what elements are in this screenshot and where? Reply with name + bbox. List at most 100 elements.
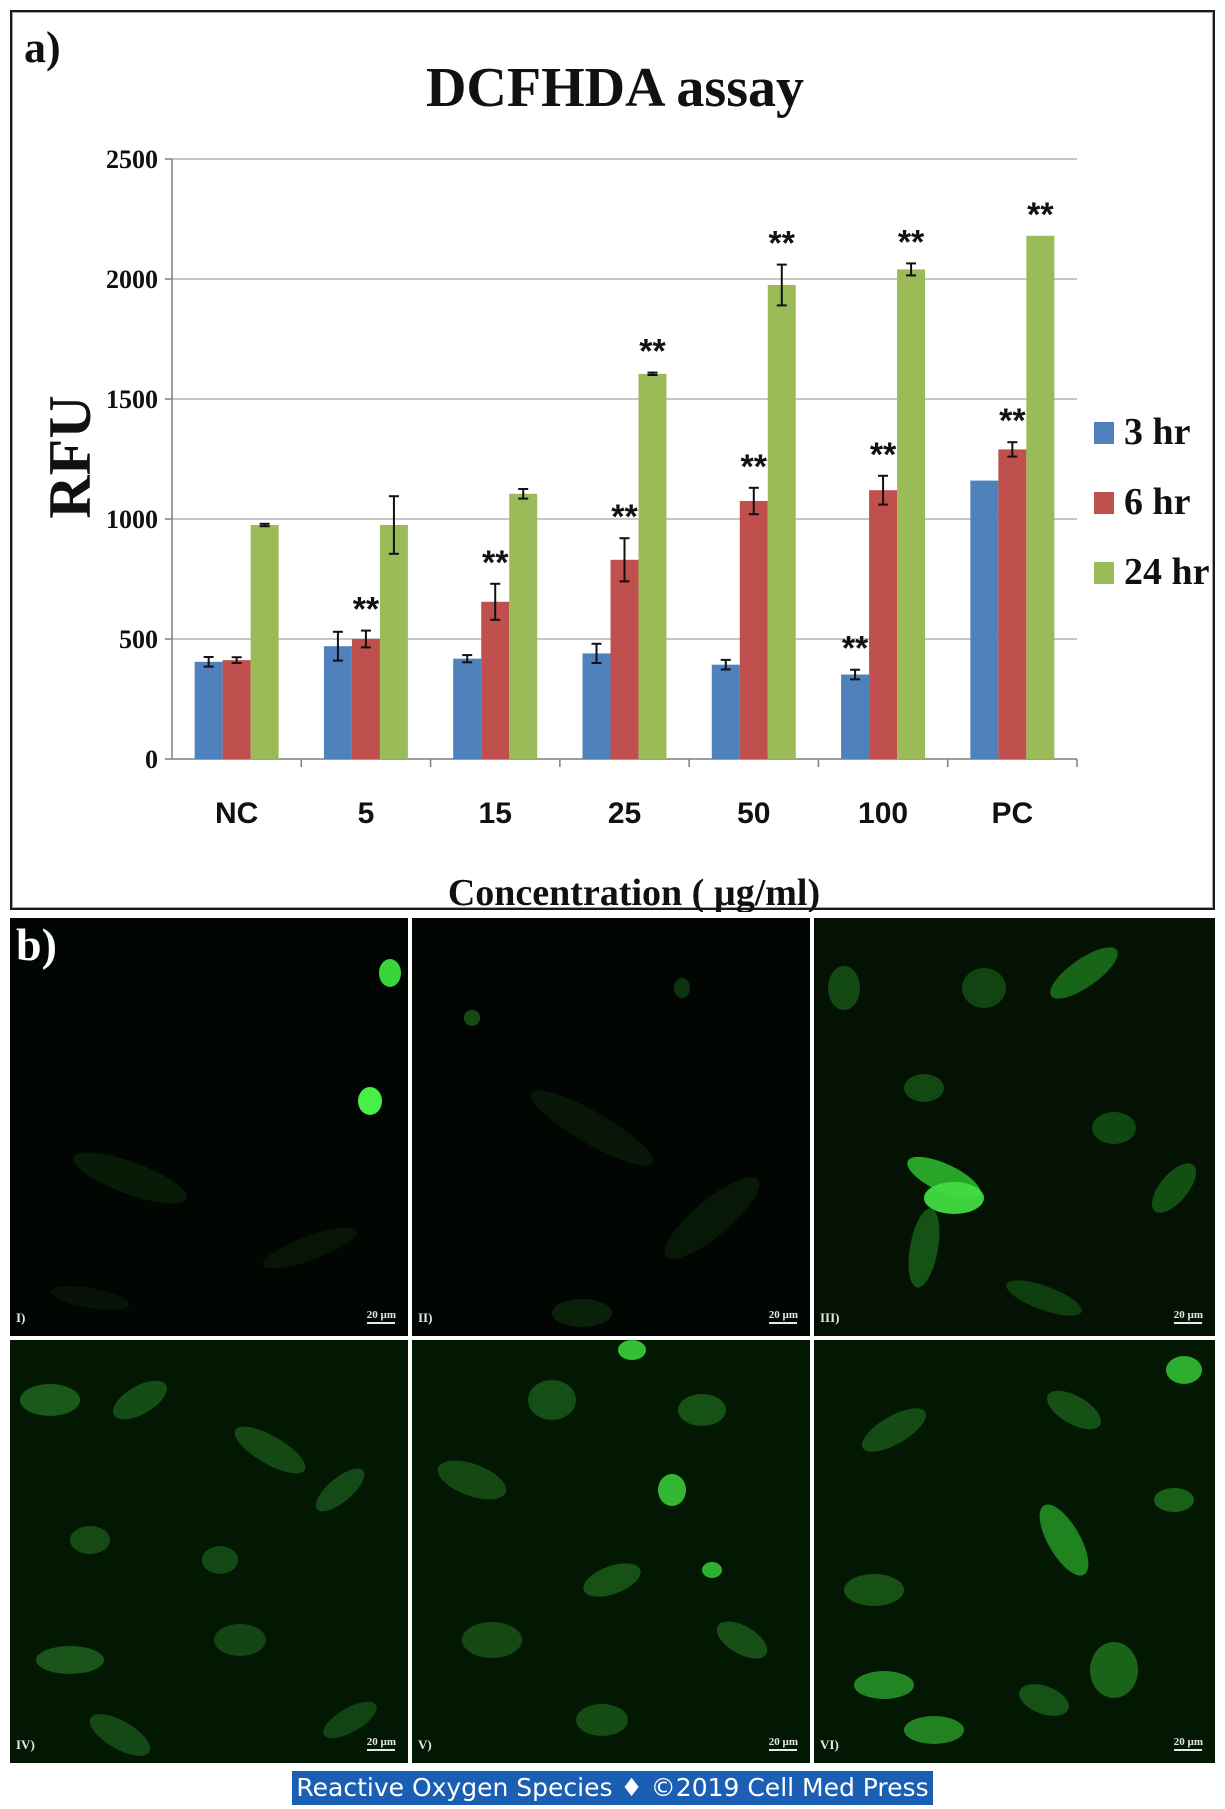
micrograph-label: II) — [418, 1310, 433, 1325]
significance-marker: ** — [611, 498, 638, 536]
fluorescent-cell — [674, 978, 690, 998]
fluorescent-cell — [924, 1182, 984, 1214]
legend-swatch — [1094, 562, 1114, 584]
y-tick-label: 0 — [145, 745, 158, 774]
scale-bar-text: 20 µm — [768, 1736, 798, 1748]
fluorescent-cell — [1019, 1684, 1069, 1716]
significance-marker: ** — [482, 544, 509, 582]
fluorescent-cell — [1166, 1356, 1202, 1384]
significance-marker: ** — [639, 333, 666, 371]
x-tick-label: PC — [992, 797, 1034, 830]
fluorescent-cell — [1050, 947, 1118, 999]
fluorescent-cell — [678, 1394, 726, 1426]
significance-marker: ** — [1027, 196, 1054, 234]
fluorescent-cell — [113, 1380, 167, 1420]
bar-24hr-5 — [379, 525, 408, 759]
bar-6hr-15 — [481, 601, 510, 759]
x-tick-label: 50 — [737, 797, 770, 830]
significance-marker: ** — [842, 630, 869, 668]
chart-title: DCFHDA assay — [426, 57, 804, 119]
panel-b-label: b) — [16, 919, 57, 970]
bar-6hr-100 — [869, 490, 898, 759]
significance-marker: ** — [769, 225, 796, 263]
scale-bar-text: 20 µm — [768, 1309, 798, 1321]
fluorescent-cell — [437, 1460, 507, 1500]
y-axis-label: RFU — [37, 395, 103, 518]
bar-3hr-100 — [841, 674, 870, 759]
scale-bar: 20 µm — [366, 1309, 396, 1324]
micrograph-5: V) 20 µm — [412, 1340, 810, 1763]
fluorescent-cell — [862, 1408, 926, 1452]
bar-3hr-NC — [194, 661, 223, 759]
fluorescent-cell — [618, 1340, 646, 1360]
bar-24hr-NC — [250, 525, 279, 759]
fluorescent-cell — [464, 1010, 480, 1026]
micrograph-3: III) 20 µm — [814, 918, 1215, 1336]
scale-bar-text: 20 µm — [1173, 1736, 1203, 1748]
fluorescent-cell — [1154, 1488, 1194, 1512]
significance-marker: ** — [353, 591, 380, 629]
micrograph-6: VI) 20 µm — [814, 1340, 1215, 1763]
micrograph-6-image — [814, 1340, 1215, 1763]
micrograph-2: II) 20 µm — [412, 918, 810, 1336]
fluorescent-cell — [828, 966, 860, 1010]
bar-6hr-50 — [739, 501, 768, 759]
micrograph-4: IV) 20 µm — [10, 1340, 408, 1763]
panel-b: I) 20 µm II) 20 µm III) 20 µm IV) 20 µm … — [10, 918, 1215, 1763]
fluorescent-cell — [528, 1380, 576, 1420]
bar-6hr-25 — [610, 559, 639, 759]
copyright-banner: Reactive Oxygen Species ♦ ©2019 Cell Med… — [292, 1771, 933, 1805]
panel-a-label: a) — [24, 23, 61, 72]
fluorescent-cell — [844, 1574, 904, 1606]
micrograph-background — [814, 1340, 1215, 1763]
fluorescent-cell — [1039, 1504, 1089, 1576]
fluorescent-cell — [702, 1562, 722, 1578]
scale-bar-text: 20 µm — [366, 1309, 396, 1321]
scale-bar: 20 µm — [768, 1736, 798, 1751]
micrograph-5-image — [412, 1340, 810, 1763]
scale-bar-text: 20 µm — [366, 1736, 396, 1748]
significance-marker: ** — [898, 223, 925, 261]
bar-3hr-5 — [323, 646, 352, 759]
x-tick-label: NC — [215, 797, 258, 830]
fluorescent-cell — [716, 1621, 768, 1659]
bar-24hr-50 — [767, 285, 796, 759]
fluorescent-cell — [358, 1087, 382, 1115]
fluorescent-cell — [73, 1152, 187, 1204]
micrograph-3-image — [814, 918, 1215, 1336]
bar-3hr-25 — [582, 653, 611, 759]
fluorescent-cell — [583, 1563, 641, 1597]
scale-bar-text: 20 µm — [1173, 1309, 1203, 1321]
panel-a: a) DCFHDA assay 0 500 1000 1500 2000 2500 RFU NC 5… — [10, 10, 1215, 912]
fluorescent-cell — [1047, 1390, 1101, 1430]
fluorescent-cell — [664, 1177, 760, 1259]
dcfhda-bar-chart: a) DCFHDA assay 0 500 1000 1500 2000 2500 RFU NC 5… — [24, 23, 1210, 912]
bar-24hr-15 — [509, 493, 538, 759]
micrograph-label: III) — [820, 1310, 840, 1325]
fluorescent-cell — [1090, 1642, 1138, 1698]
x-tick-label: 15 — [479, 797, 512, 830]
fluorescent-cell — [20, 1384, 80, 1416]
y-tick-label: 2000 — [106, 265, 158, 294]
fluorescent-cell — [234, 1426, 306, 1474]
significance-marker: ** — [999, 402, 1026, 440]
x-axis-label: Concentration ( µg/ml) — [448, 872, 820, 912]
significance-marker: ** — [741, 448, 768, 486]
bar-3hr-PC — [970, 480, 999, 759]
y-tick-label: 1000 — [106, 505, 158, 534]
bar-6hr-5 — [351, 639, 380, 759]
fluorescent-cell — [1006, 1280, 1082, 1316]
fluorescent-cell — [658, 1474, 686, 1506]
bar-24hr-100 — [897, 269, 926, 759]
scale-bar: 20 µm — [1173, 1309, 1203, 1324]
bar-6hr-PC — [998, 449, 1027, 759]
micrograph-1-image — [10, 918, 408, 1336]
fluorescent-cell — [50, 1285, 130, 1311]
fluorescent-cell — [854, 1671, 914, 1699]
fluorescent-cell — [904, 1074, 944, 1102]
micrograph-label: IV) — [16, 1737, 35, 1752]
fluorescent-cell — [962, 968, 1006, 1008]
micrograph-background — [412, 1340, 810, 1763]
fluorescent-cell — [1092, 1112, 1136, 1144]
legend-label: 24 hr — [1124, 551, 1210, 593]
